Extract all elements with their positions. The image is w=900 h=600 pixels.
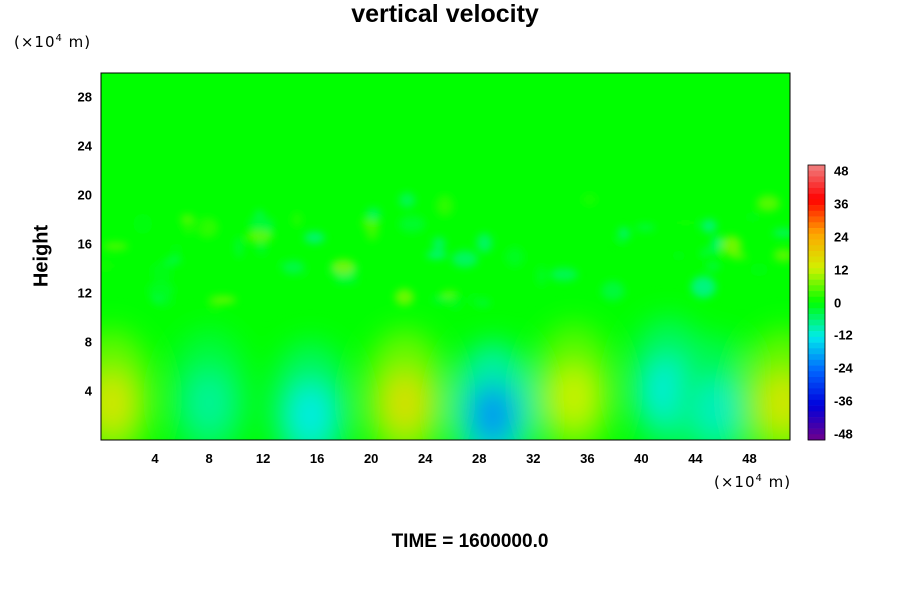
colorbar-tick-label: 12 <box>834 262 849 278</box>
colorbar-band <box>808 262 825 269</box>
colorbar-band <box>808 182 825 189</box>
colorbar-band <box>808 250 825 257</box>
colorbar-band <box>808 199 825 206</box>
colorbar-band <box>808 394 825 401</box>
colorbar-band <box>808 279 825 286</box>
x-tick-label: 8 <box>205 451 213 466</box>
chart-title: vertical velocity <box>351 0 539 28</box>
y-axis-unit: (×104 m) <box>14 33 92 51</box>
colorbar-band <box>808 342 825 349</box>
time-label: TIME = 1600000.0 <box>391 531 549 552</box>
plot-frame <box>100 72 791 441</box>
colorbar-band <box>808 245 825 252</box>
x-tick-label: 28 <box>472 451 487 466</box>
colorbar-band <box>808 256 825 263</box>
colorbar-band <box>808 228 825 235</box>
colorbar-tick-label: -48 <box>834 426 853 442</box>
colorbar-band <box>808 187 825 194</box>
colorbar-tick-label: 36 <box>834 196 849 212</box>
colorbar-band <box>808 336 825 343</box>
colorbar-band <box>808 359 825 366</box>
colorbar-band <box>808 170 825 177</box>
colorbar-band <box>808 411 825 418</box>
colorbar-band <box>808 428 825 435</box>
turbulence-layer <box>101 192 790 312</box>
y-tick-label: 4 <box>84 383 92 399</box>
colorbar-band <box>808 302 825 309</box>
colorbar-band <box>808 193 825 200</box>
y-tick-label: 24 <box>77 138 92 154</box>
colorbar-band <box>808 296 825 303</box>
colorbar-band <box>808 210 825 217</box>
colorbar-band <box>808 319 825 326</box>
colorbar-band <box>808 308 825 315</box>
y-tick-label: 8 <box>84 334 92 350</box>
colorbar-band <box>808 268 825 275</box>
colorbar-tick-label: 48 <box>834 163 849 179</box>
x-tick-label: 48 <box>742 451 757 466</box>
y-tick-label: 28 <box>77 89 92 105</box>
colorbar-band <box>808 233 825 240</box>
colorbar-band <box>808 382 825 389</box>
colorbar-band <box>808 365 825 372</box>
colorbar-band <box>808 371 825 378</box>
colorbar-band <box>808 176 825 183</box>
colorbar-tick-label: -12 <box>834 327 853 343</box>
colorbar-band <box>808 313 825 320</box>
colorbar-band <box>808 285 825 292</box>
colorbar-band <box>808 273 825 280</box>
colorbar-band <box>808 291 825 298</box>
colorbar-band <box>808 325 825 332</box>
y-tick-label: 20 <box>77 187 92 203</box>
colorbar-tick-label: -24 <box>834 360 853 376</box>
colorbar <box>807 164 826 441</box>
colorbar-band <box>808 222 825 229</box>
colorbar-band <box>808 388 825 395</box>
y-tick-label: 12 <box>77 285 92 301</box>
colorbar-band <box>808 399 825 406</box>
x-tick-label: 44 <box>688 451 703 466</box>
x-tick-label: 32 <box>526 451 541 466</box>
colorbar-tick-label: 24 <box>834 229 849 245</box>
x-axis-unit: (×104 m) <box>714 473 792 491</box>
colorbar-band <box>808 376 825 384</box>
colorbar-tick-label: 0 <box>834 295 842 310</box>
velocity-cells <box>101 316 790 440</box>
colorbar-band <box>808 205 825 212</box>
x-tick-label: 16 <box>309 451 325 466</box>
colorbar-band <box>808 422 825 429</box>
colorbar-tick-label: -36 <box>834 393 853 409</box>
colorbar-band <box>808 434 825 441</box>
colorbar-band <box>808 239 825 246</box>
colorbar-band <box>808 354 825 361</box>
y-tick-label: 16 <box>77 236 92 252</box>
x-tick-label: 4 <box>151 451 159 466</box>
colorbar-band <box>808 405 825 412</box>
colorbar-band <box>808 417 825 424</box>
x-tick-label: 36 <box>580 451 595 466</box>
x-tick-label: 20 <box>363 451 379 466</box>
colorbar-band <box>808 331 825 338</box>
colorbar-band <box>808 216 825 223</box>
x-tick-label: 12 <box>255 451 271 466</box>
x-tick-label: 24 <box>418 451 433 466</box>
colorbar-band <box>808 348 825 355</box>
x-tick-label: 40 <box>634 451 649 466</box>
colorbar-band <box>808 165 825 172</box>
